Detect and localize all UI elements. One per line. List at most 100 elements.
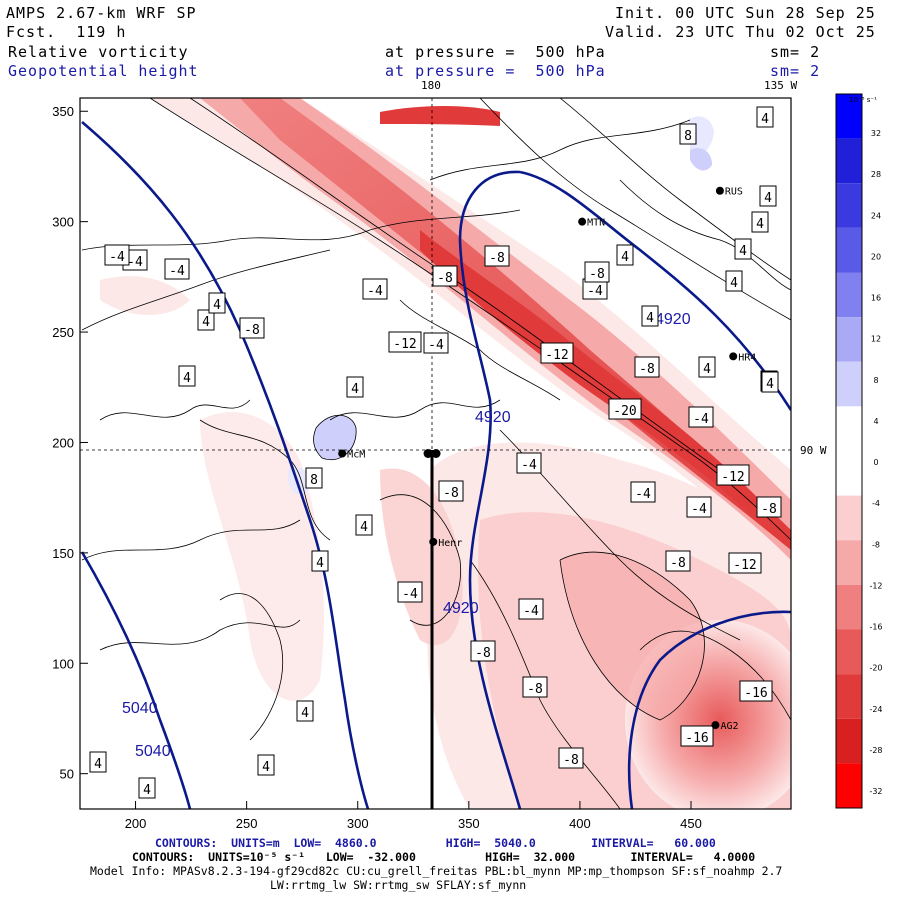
lat-90w-label: 90 W xyxy=(800,444,827,457)
vorticity-label-text: -16 xyxy=(685,731,708,746)
colorbar-tick-label: 4 xyxy=(873,417,878,426)
y-tick-label: 150 xyxy=(52,546,74,561)
station-hr4: HR4 xyxy=(729,352,756,363)
colorbar-tick-label: 24 xyxy=(871,211,881,220)
vorticity-label: -4 xyxy=(362,278,388,300)
vorticity-label: -4 xyxy=(164,258,190,280)
colorbar: 10⁻⁵ s⁻¹ 32 28 24 20 16 12 8 4 0 -4 -8 -12 -16 -20 -24 -… xyxy=(835,93,883,809)
vorticity-label-box xyxy=(89,751,107,773)
vorticity-label-box xyxy=(522,676,548,698)
vorticity-label: -8 xyxy=(432,265,458,287)
vorticity-label: -8 xyxy=(470,640,496,662)
vorticity-label: 4 xyxy=(698,356,716,378)
vorticity-label-box xyxy=(756,496,782,518)
vorticity-label-text: 4 xyxy=(621,250,629,265)
colorbar-bin xyxy=(836,718,862,764)
vorticity-label-text: 4 xyxy=(183,371,191,386)
vorticity-label-box xyxy=(239,317,265,339)
vorticity-shading xyxy=(100,98,791,809)
vorticity-label-box xyxy=(540,342,574,364)
footer-height-contours: CONTOURS: UNITS=m LOW= 4860.0 HIGH= 5040… xyxy=(155,836,716,850)
vorticity-label: -4 xyxy=(582,278,608,300)
colorbar-bin xyxy=(836,138,862,184)
vorticity-label-box xyxy=(680,725,714,747)
vorticity-label: 4 xyxy=(355,514,373,536)
vorticity-label-box xyxy=(438,480,464,502)
colorbar-tick-label: 16 xyxy=(871,294,881,303)
y-tick-label: 350 xyxy=(52,104,74,119)
vorticity-label-text: -8 xyxy=(489,251,505,266)
vorticity-label-text: 4 xyxy=(262,760,270,775)
station-marker xyxy=(338,449,347,458)
field2-smoothing: sm= 2 xyxy=(770,62,821,80)
vorticity-label: -8 xyxy=(634,356,660,378)
vorticity-label-text: -4 xyxy=(428,338,444,353)
init-time: Init. 00 UTC Sun 28 Sep 25 xyxy=(615,4,876,22)
vorticity-label: 4 xyxy=(734,238,752,260)
vorticity-label: -12 xyxy=(728,552,762,574)
station-ag2: AG2 xyxy=(711,721,739,732)
vorticity-label-box xyxy=(739,680,773,702)
vorticity-label-box xyxy=(423,332,449,354)
vorticity-label-text: -20 xyxy=(613,404,636,419)
vorticity-label-text: 4 xyxy=(761,112,769,127)
vorticity-label-text: 4 xyxy=(202,315,210,330)
vorticity-label-text: -4 xyxy=(109,250,125,265)
height-contour-4920-east xyxy=(519,170,791,411)
colorbar-tick-label: -12 xyxy=(869,581,882,590)
vorticity-label-box xyxy=(686,496,712,518)
colorbar-tick-label: 12 xyxy=(871,335,881,344)
vorticity-label-box xyxy=(208,292,226,314)
colorbar-bin xyxy=(836,674,862,719)
vorticity-label-box xyxy=(516,452,542,474)
field1-name: Relative vorticity xyxy=(8,43,189,61)
y-tick-label: 50 xyxy=(60,767,74,782)
vorticity-label-box xyxy=(698,356,716,378)
station-rus: RUS xyxy=(715,186,743,198)
vorticity-label-text: -4 xyxy=(635,487,651,502)
x-tick-label: 200 xyxy=(125,816,147,831)
y-axis: 350 300 250 200 150 100 50 xyxy=(52,104,88,782)
vorticity-label-box xyxy=(296,700,314,722)
cross-point-marker xyxy=(423,449,433,458)
vorticity-label: -4 xyxy=(104,244,130,266)
colorbar-bin xyxy=(836,451,862,496)
station-marker xyxy=(429,537,438,546)
vorticity-label: -8 xyxy=(239,317,265,339)
height-contour-label: 4920 xyxy=(475,409,511,426)
vorticity-label-text: -8 xyxy=(761,502,777,517)
colorbar-tick-label: 28 xyxy=(871,170,881,179)
colorbar-frame xyxy=(835,93,863,809)
colorbar-tick-label: 20 xyxy=(871,252,881,261)
vorticity-label: -12 xyxy=(388,331,422,353)
vorticity-label: 4 xyxy=(178,365,196,387)
vorticity-label-box xyxy=(725,270,743,292)
vorticity-label-box xyxy=(397,581,423,603)
height-contour-label: 4920 xyxy=(443,600,479,617)
vorticity-label-text: -8 xyxy=(475,646,491,661)
vorticity-label: -8 xyxy=(584,261,610,283)
vorticity-label: 4 xyxy=(641,305,659,327)
vorticity-label: 4 xyxy=(257,754,275,776)
x-tick-label: 450 xyxy=(680,816,702,831)
vorticity-label: -8 xyxy=(484,245,510,267)
vorticity-label-text: -4 xyxy=(587,284,603,299)
field2-name: Geopotential height xyxy=(8,62,199,80)
y-tick-label: 200 xyxy=(52,435,74,450)
vorticity-label-text: -8 xyxy=(589,267,605,282)
colorbar-bin xyxy=(836,183,862,228)
footer-model-info: Model Info: MPASv8.2.3-194-gf29cd82c CU:… xyxy=(90,864,783,878)
height-contour-5040-b xyxy=(80,551,192,809)
vorticity-label-box xyxy=(584,261,610,283)
vorticity-label: -4 xyxy=(397,581,423,603)
colorbar-bin xyxy=(836,540,862,585)
vorticity-label-text: -12 xyxy=(545,348,568,363)
vorticity-label-text: -8 xyxy=(443,486,459,501)
vorticity-label-box xyxy=(761,371,779,393)
vorticity-label-text: 4 xyxy=(301,706,309,721)
vorticity-label-text: 4 xyxy=(143,783,151,798)
vorticity-label: 4 xyxy=(197,309,215,331)
vorticity-label-box xyxy=(759,185,777,207)
